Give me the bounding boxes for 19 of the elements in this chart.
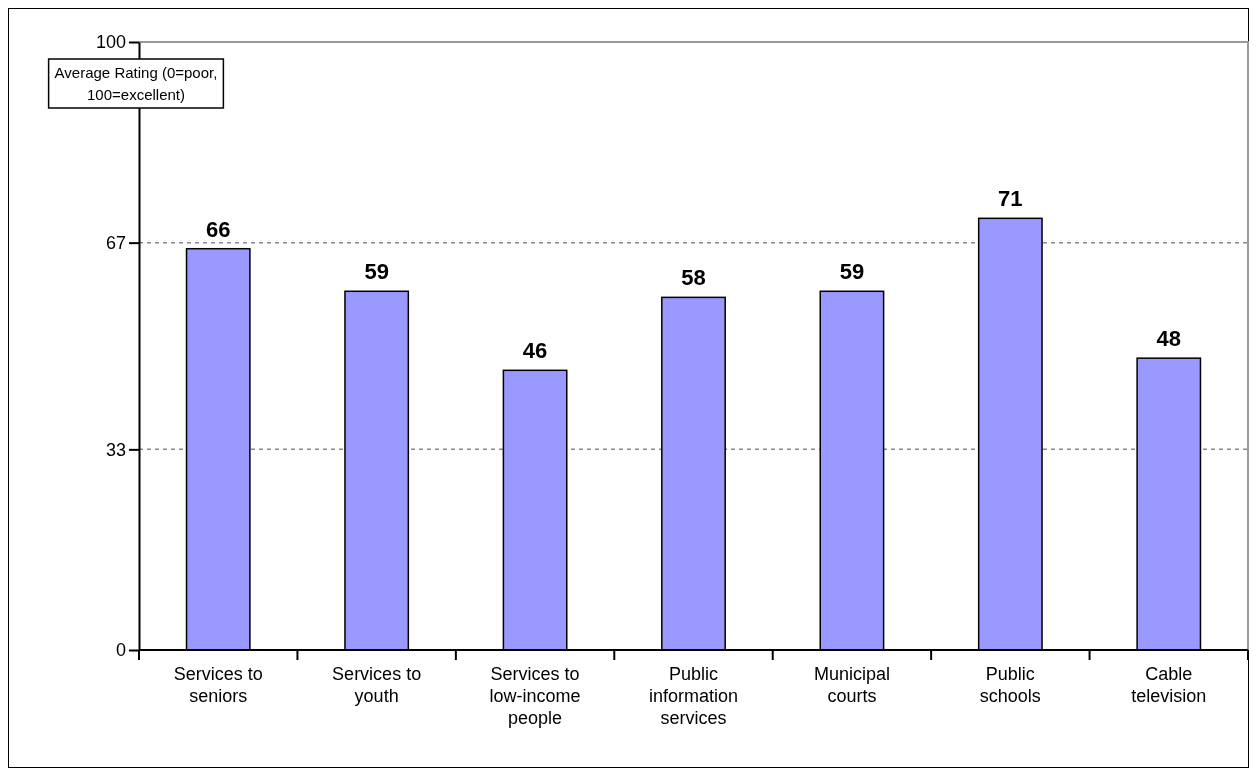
- data-label: 59: [364, 259, 389, 285]
- data-label: 59: [839, 259, 865, 285]
- data-label: 58: [681, 265, 706, 291]
- data-label: 66: [205, 216, 231, 242]
- data-label: 46: [522, 338, 548, 364]
- x-tick-label: Services to low-income people: [489, 664, 581, 728]
- x-tick-label: Cable television: [1131, 664, 1207, 706]
- y-tick-label: 67: [105, 232, 126, 253]
- y-axis-title: Average Rating (0=poor, 100=excellent): [54, 64, 218, 103]
- data-label: 71: [998, 186, 1023, 212]
- x-tick-label: Public information services: [648, 664, 739, 728]
- x-tick-label: Public schools: [979, 664, 1041, 706]
- y-tick-label: 100: [95, 32, 126, 53]
- y-tick-label: 33: [105, 439, 126, 460]
- x-tick-label: Services to seniors: [173, 664, 263, 706]
- y-tick-label: 0: [115, 640, 126, 661]
- x-tick-label: Municipal courts: [813, 664, 890, 706]
- x-tick-label: Services to youth: [332, 664, 422, 706]
- data-label: 48: [1156, 326, 1182, 352]
